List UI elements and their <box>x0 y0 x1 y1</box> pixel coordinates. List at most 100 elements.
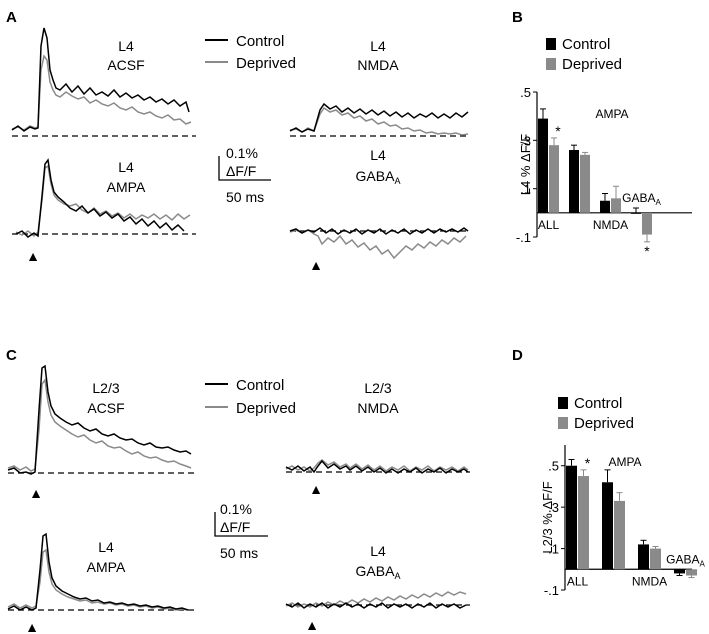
bar-ampa-deprived <box>614 500 625 570</box>
trace-label-condition: GABAA <box>356 168 401 186</box>
trace-label-area: L4 <box>370 147 386 163</box>
legend-control-label: Control <box>236 377 284 394</box>
bar-nmda-control <box>600 200 610 213</box>
stimulus-marker: ▲ <box>26 248 40 264</box>
trace-label-condition: NMDA <box>357 57 399 73</box>
y-tick-label: .3 <box>520 133 531 148</box>
y-tick-label: .5 <box>520 85 531 100</box>
bar-all-deprived <box>578 476 589 570</box>
category-label-gaba: GABAA <box>666 552 705 568</box>
trace-label-condition: AMPA <box>87 559 126 575</box>
trace-label-condition: AMPA <box>107 179 146 195</box>
category-label-ampa: AMPA <box>595 107 628 121</box>
trace-control <box>11 27 190 132</box>
trace-label-area: L4 <box>118 159 134 175</box>
y-tick-label: -.1 <box>516 230 531 245</box>
bar-gaba-control <box>631 212 641 214</box>
significance-star: * <box>555 123 561 139</box>
legend-swatch-deprived <box>558 417 568 429</box>
panel-label-a: A <box>6 9 17 26</box>
trace-label-condition-main: GABA <box>356 168 396 184</box>
y-tick-label: .1 <box>548 542 559 557</box>
legend-label-control: Control <box>562 36 610 53</box>
trace-label-condition-sub: A <box>394 571 400 581</box>
trace-label-area: L4 <box>370 543 386 559</box>
y-axis-label: L4 % ΔF/F <box>518 134 533 195</box>
legend-deprived-label: Deprived <box>236 55 296 72</box>
panel-label-b: B <box>512 9 523 26</box>
trace-control <box>285 459 469 474</box>
bar-gaba-deprived <box>686 569 697 576</box>
panel-label-d: D <box>512 347 523 364</box>
legend-deprived-label: Deprived <box>236 400 296 417</box>
bar-ampa-control <box>602 482 613 570</box>
trace-control <box>15 158 185 238</box>
y-tick-label: .1 <box>520 182 531 197</box>
y-tick-label: .5 <box>548 459 559 474</box>
category-label-all: ALL <box>538 218 560 232</box>
stimulus-marker: ▲ <box>309 481 323 497</box>
scale-bar <box>218 156 271 181</box>
bar-gaba-deprived <box>642 212 652 235</box>
bar-nmda-deprived <box>650 548 661 570</box>
trace-control <box>7 364 192 475</box>
trace-label-condition: ACSF <box>107 57 144 73</box>
panel-c: Control Deprived L2/3 ACSF ▲ L2/3 NMDA ▲… <box>7 364 470 634</box>
panel-label-c: C <box>6 347 17 364</box>
legend-label-deprived: Deprived <box>574 415 634 432</box>
trace-label-area: L4 <box>98 539 114 555</box>
panel-a: Control Deprived L4 ACSF L4 NMDA L4 AMPA… <box>11 27 470 273</box>
scale-bar-amplitude: 0.1% <box>220 501 252 517</box>
stimulus-marker: ▲ <box>305 617 319 633</box>
y-tick-label: -.1 <box>544 583 559 598</box>
category-label-gaba: GABAA <box>622 191 661 207</box>
legend-label-deprived: Deprived <box>562 56 622 73</box>
scale-bar-amplitude-unit: ΔF/F <box>226 163 256 179</box>
bar-nmda-control <box>638 544 649 570</box>
trace-label-area: L4 <box>370 38 386 54</box>
trace-control <box>289 227 469 235</box>
bar-ampa-control <box>569 150 579 213</box>
bar-all-control <box>566 465 577 570</box>
legend-swatch-control <box>558 397 568 409</box>
legend-swatch-control <box>546 38 556 50</box>
stimulus-marker: ▲ <box>309 257 323 273</box>
panel-b-chart: Control Deprived .5 .3 .1 -.1 L4 % ΔF/F ALL AMPA… <box>516 36 692 259</box>
trace-control <box>289 102 469 133</box>
panel-d-chart: Control Deprived .5 .3 .1 -.1 L2/3 % ΔF/F ALL AM… <box>540 395 706 598</box>
y-tick-label: .3 <box>548 500 559 515</box>
category-label-all: ALL <box>567 574 589 588</box>
trace-deprived <box>285 591 467 608</box>
stimulus-marker: ▲ <box>25 619 39 634</box>
scale-bar <box>214 512 268 537</box>
scale-bar-amplitude: 0.1% <box>226 145 258 161</box>
trace-deprived <box>7 378 192 472</box>
bar-nmda-deprived <box>611 198 621 213</box>
trace-deprived <box>289 106 469 136</box>
bar-all-deprived <box>549 145 559 213</box>
y-axis-label: L2/3 % ΔF/F <box>540 481 555 553</box>
trace-label-area: L4 <box>118 38 134 54</box>
significance-star: * <box>585 455 591 471</box>
category-label-nmda: NMDA <box>593 218 628 232</box>
trace-label-condition: ACSF <box>87 400 124 416</box>
bar-all-control <box>538 118 548 213</box>
significance-star: * <box>644 243 650 259</box>
bar-ampa-deprived <box>580 154 590 213</box>
trace-control <box>285 602 467 609</box>
trace-label-condition-sub: A <box>394 176 400 186</box>
trace-deprived <box>285 459 469 472</box>
legend-swatch-deprived <box>546 58 556 70</box>
trace-label-area: L2/3 <box>92 380 119 396</box>
bar-gaba-control <box>674 569 685 574</box>
scale-bar-time: 50 ms <box>220 545 258 561</box>
scale-bar-amplitude-unit: ΔF/F <box>220 519 250 535</box>
trace-control <box>7 532 189 611</box>
scale-bar-time: 50 ms <box>226 189 264 205</box>
trace-label-condition: GABAA <box>356 563 401 581</box>
category-label-nmda: NMDA <box>632 574 667 588</box>
legend-control-label: Control <box>236 33 284 50</box>
trace-label-condition: NMDA <box>357 400 399 416</box>
